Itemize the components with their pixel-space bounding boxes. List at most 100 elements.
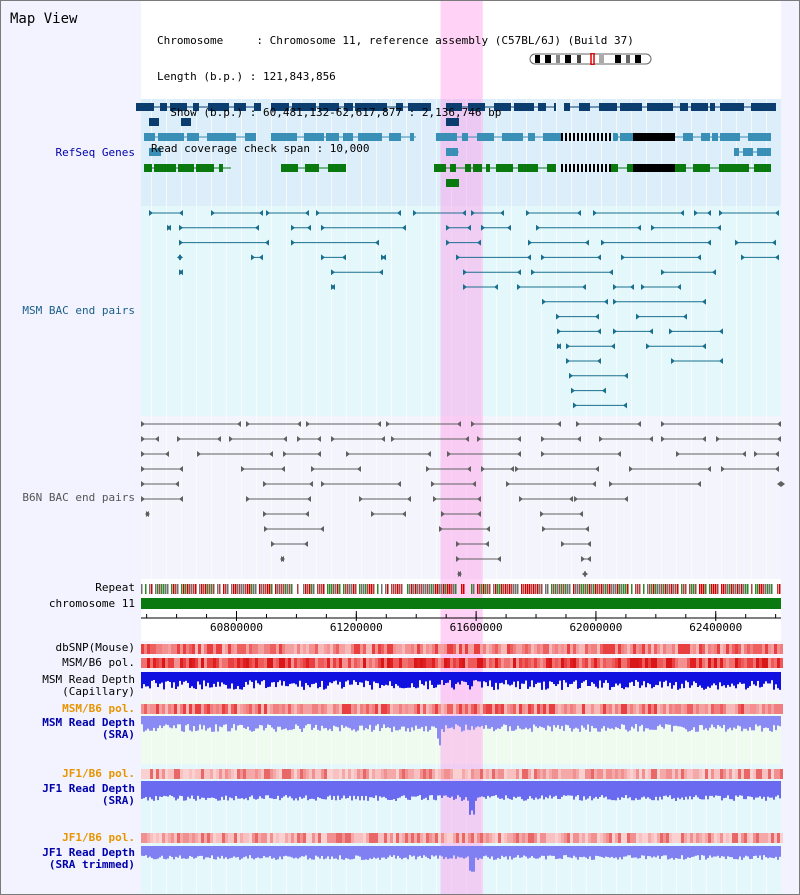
read-depth-bar: [609, 672, 611, 690]
read-depth-bar: [437, 781, 439, 796]
density-bin: [267, 769, 270, 779]
read-depth-bar: [149, 716, 151, 731]
density-bin: [279, 658, 282, 668]
gene-exon: [691, 103, 708, 111]
read-depth-bar: [187, 716, 189, 725]
density-bin: [489, 644, 492, 654]
read-depth-bar: [487, 672, 489, 687]
bac-end-marker: [259, 254, 263, 261]
read-depth-bar: [311, 846, 313, 860]
density-bin: [351, 658, 354, 668]
density-bin: [477, 658, 480, 668]
density-bin: [210, 704, 213, 714]
read-depth-bar: [755, 672, 757, 686]
repeat-element: [569, 584, 571, 594]
jf1-b6-pol-trim-label: JF1/B6 pol.: [62, 831, 135, 844]
read-depth-bar: [211, 846, 213, 856]
read-depth-bar: [389, 672, 391, 682]
density-bin: [429, 833, 432, 843]
jf1-depth-trim-label: JF1 Read Depth: [42, 846, 135, 859]
density-bin: [735, 704, 738, 714]
repeat-element: [225, 584, 227, 594]
density-bin: [294, 833, 297, 843]
read-depth-bar: [307, 781, 309, 801]
density-bin: [234, 769, 237, 779]
read-depth-bar: [253, 781, 255, 799]
read-depth-bar: [501, 846, 503, 856]
refseq-track-background: [141, 99, 781, 206]
density-bin: [210, 658, 213, 668]
read-depth-bar: [319, 781, 321, 799]
read-depth-bar: [505, 716, 507, 725]
repeat-element: [501, 584, 503, 594]
bac-end-marker: [754, 451, 758, 457]
bac-end-marker: [557, 421, 561, 427]
read-depth-bar: [523, 672, 525, 684]
read-depth-bar: [217, 846, 219, 857]
gene-strand-arrow: [144, 164, 149, 172]
read-depth-bar: [377, 846, 379, 858]
density-bin: [723, 833, 726, 843]
density-bin: [480, 644, 483, 654]
read-depth-bar: [231, 846, 233, 858]
read-depth-bar: [575, 781, 577, 797]
read-depth-bar: [483, 716, 485, 729]
bac-end-marker: [179, 496, 183, 502]
density-bin: [690, 704, 693, 714]
density-bin: [624, 833, 627, 843]
read-depth-bar: [369, 672, 371, 686]
bac-end-marker: [517, 269, 521, 276]
density-bin: [429, 769, 432, 779]
bac-end-marker: [375, 239, 379, 246]
gene-strand-arrow: [734, 148, 739, 156]
bac-end-marker: [579, 511, 583, 517]
read-depth-bar: [151, 781, 153, 800]
density-bin: [474, 833, 477, 843]
read-depth-bar: [519, 781, 521, 797]
density-bin: [702, 704, 705, 714]
read-depth-bar: [679, 716, 681, 727]
bac-end-marker: [609, 481, 613, 487]
right-margin: [781, 1, 799, 894]
density-bin: [174, 833, 177, 843]
read-depth-bar: [359, 716, 361, 726]
density-bin: [405, 658, 408, 668]
repeat-element: [441, 584, 443, 594]
density-bin: [420, 769, 423, 779]
density-bin: [438, 769, 441, 779]
density-bin: [315, 769, 318, 779]
read-depth-bar: [555, 716, 557, 728]
density-bin: [435, 704, 438, 714]
density-bin: [714, 658, 717, 668]
density-bin: [459, 833, 462, 843]
read-depth-bar: [769, 672, 771, 684]
read-depth-bar: [297, 672, 299, 687]
read-depth-bar: [289, 716, 291, 730]
chromosome-ideogram[interactable]: [529, 53, 653, 65]
density-bin: [696, 833, 699, 843]
repeat-element: [689, 584, 691, 594]
density-bin: [198, 658, 201, 668]
read-depth-bar: [155, 846, 157, 860]
bac-end-marker: [246, 496, 250, 502]
read-depth-bar: [491, 716, 493, 728]
density-bin: [654, 704, 657, 714]
gene-exon: [538, 103, 546, 111]
gene-strand-arrow: [611, 164, 616, 172]
density-bin: [543, 644, 546, 654]
read-depth-bar: [619, 672, 621, 684]
jf1-b6-pol-trim-track: [141, 833, 783, 843]
read-depth-bar: [321, 716, 323, 726]
density-bin: [414, 833, 417, 843]
bac-end-marker: [613, 328, 617, 335]
density-bin: [774, 644, 777, 654]
read-depth-bar: [689, 672, 691, 688]
gene-exon: [569, 133, 571, 141]
density-bin: [354, 833, 357, 843]
read-depth-bar: [653, 781, 655, 801]
density-bin: [153, 704, 156, 714]
density-bin: [609, 644, 612, 654]
density-bin: [489, 833, 492, 843]
density-bin: [531, 658, 534, 668]
